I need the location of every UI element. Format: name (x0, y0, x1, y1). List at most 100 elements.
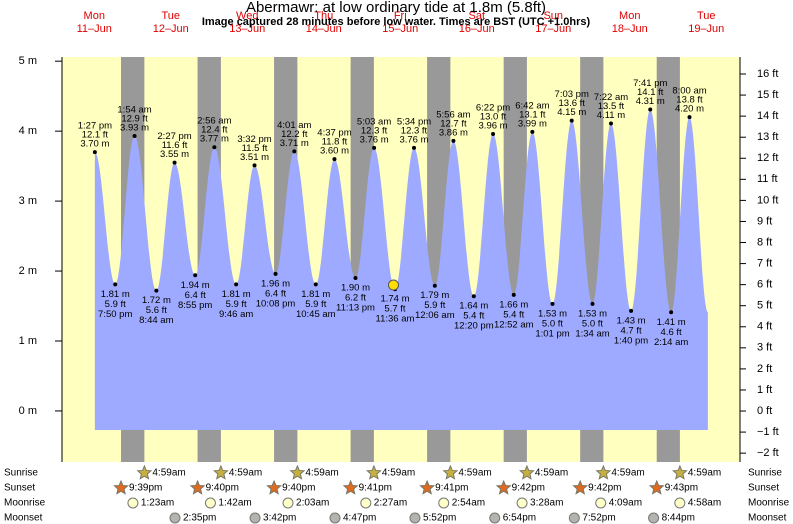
day-name: Mon (619, 10, 640, 22)
tide-height-m: 1.43 m (617, 315, 646, 326)
tide-time: 7:22 am (594, 92, 628, 103)
tide-time: 8:00 am (672, 86, 706, 97)
tide-time: 6:22 pm (476, 102, 510, 113)
almanac-time: 4:47pm (343, 513, 376, 524)
tide-height-ft: 12.3 ft (361, 125, 388, 136)
almanac-icon (442, 464, 459, 480)
tide-point (491, 131, 496, 136)
almanac-time: 5:52pm (423, 513, 456, 524)
tide-time: 1:40 pm (614, 335, 648, 346)
almanac-label: Sunrise (4, 468, 38, 479)
day-date: 18–Jun (612, 23, 648, 35)
tide-point (252, 163, 257, 168)
day-date: 12–Jun (153, 23, 189, 35)
almanac-time: 2:54am (452, 498, 485, 509)
almanac-label: Sunrise (748, 468, 782, 479)
tide-height-ft: 12.3 ft (401, 125, 428, 136)
almanac-icon (671, 464, 688, 480)
almanac-icon (204, 497, 216, 509)
tide-height-m: 3.77 m (200, 134, 229, 145)
almanac-icon (419, 479, 436, 495)
tide-height-m: 1.74 m (380, 294, 409, 305)
tide-time: 1:34 am (575, 328, 609, 339)
y2-tick-label: 11 ft (757, 173, 778, 185)
y-tick-label: 2 m (19, 265, 37, 277)
almanac-time: 9:42pm (512, 483, 545, 494)
tide-height-m: 4.31 m (636, 96, 665, 107)
almanac-time: 4:59am (229, 468, 262, 479)
almanac-icon (438, 497, 450, 509)
almanac-icon (169, 512, 181, 524)
almanac-icon (648, 479, 665, 495)
almanac-label: Moonrise (4, 498, 46, 509)
almanac-time: 4:59am (688, 468, 721, 479)
almanac-icon (595, 464, 612, 480)
almanac-icon (289, 464, 306, 480)
almanac-time: 9:40pm (282, 483, 315, 494)
y2-tick-label: 8 ft (757, 236, 772, 248)
tide-point (132, 134, 137, 139)
tide-height-m: 1.81 m (301, 289, 330, 300)
almanac-label: Sunset (4, 483, 35, 494)
y2-tick-label: 1 ft (757, 384, 772, 396)
almanac-label: Moonrise (748, 498, 790, 509)
tide-height-ft: 14.1 ft (637, 87, 664, 98)
tide-time: 5:34 pm (397, 116, 431, 127)
day-date: 13–Jun (229, 23, 265, 35)
y-tick-label: 3 m (19, 195, 37, 207)
tide-height-m: 3.86 m (439, 127, 468, 138)
y2-tick-label: 13 ft (757, 131, 778, 143)
almanac-time: 4:59am (152, 468, 185, 479)
tide-point (411, 145, 416, 150)
y2-tick-label: 16 ft (757, 68, 778, 80)
almanac-time: 3:42pm (263, 513, 296, 524)
day-name: Sun (543, 10, 563, 22)
tide-height-m: 1.53 m (538, 308, 567, 319)
y2-tick-label: 3 ft (757, 342, 772, 354)
tide-height-ft: 13.5 ft (598, 101, 625, 112)
tide-height-m: 1.81 m (222, 289, 251, 300)
tide-time: 1:01 pm (535, 328, 569, 339)
almanac-icon (572, 479, 589, 495)
day-name: Mon (84, 10, 105, 22)
tide-point (372, 145, 377, 150)
y2-tick-label: 9 ft (757, 215, 772, 227)
tide-point (154, 288, 159, 293)
tide-height-m: 1.66 m (499, 299, 528, 310)
almanac-time: 4:58am (688, 498, 721, 509)
tide-time: 7:41 pm (633, 78, 667, 89)
tide-time: 10:08 pm (256, 298, 296, 309)
tide-height-m: 1.41 m (657, 317, 686, 328)
current-level (387, 279, 399, 291)
almanac-time: 9:43pm (665, 483, 698, 494)
almanac-icon (648, 512, 660, 524)
almanac-icon (342, 479, 359, 495)
y2-tick-label: 12 ft (757, 152, 778, 164)
almanac-icon (127, 497, 139, 509)
tide-time: 5:03 am (357, 116, 391, 127)
tide-time: 10:45 am (296, 309, 336, 320)
tide-time: 3:32 pm (237, 134, 271, 145)
tide-point (569, 118, 574, 123)
tide-height-m: 1.96 m (261, 278, 290, 289)
tide-time: 12:52 am (494, 319, 534, 330)
tide-height-ft: 13.6 ft (559, 98, 586, 109)
day-date: 11–Jun (77, 23, 112, 35)
almanac-label: Moonset (748, 513, 787, 524)
day-date: 14–Jun (306, 23, 342, 35)
y2-tick-label: 10 ft (757, 194, 778, 206)
almanac-icon (266, 479, 282, 495)
tide-height-m: 1.72 m (142, 295, 171, 306)
y-tick-label: 4 m (19, 125, 37, 137)
almanac-icon (518, 464, 535, 480)
almanac-time: 9:42pm (588, 483, 621, 494)
tide-height-ft: 13.0 ft (480, 111, 507, 122)
tide-height-m: 1.90 m (341, 283, 370, 294)
tide-point (292, 149, 297, 154)
almanac-icon (489, 512, 501, 524)
almanac-icon (360, 497, 372, 509)
y2-tick-label: 14 ft (757, 110, 778, 122)
almanac-time: 4:59am (382, 468, 415, 479)
tide-height-ft: 5.9 ft (226, 299, 247, 310)
